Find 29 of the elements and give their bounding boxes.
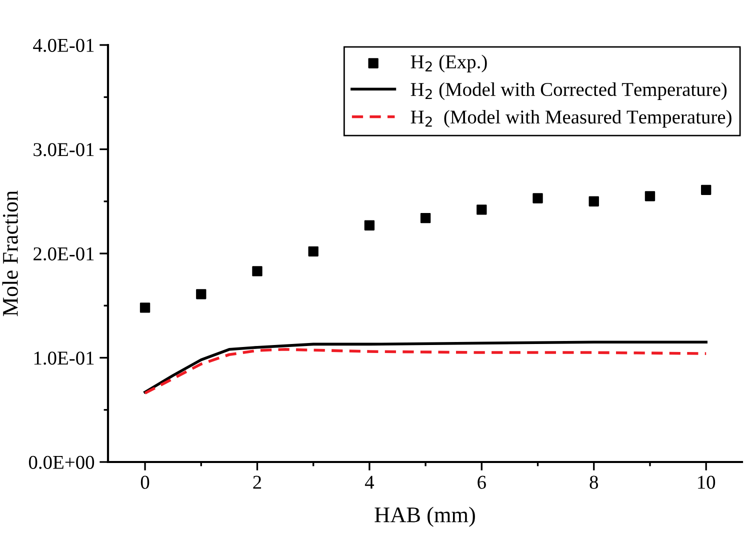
legend-label: H$_{2}$ (Exp.)	[410, 54, 487, 72]
y-tick-label: 1.0E-01	[34, 352, 94, 365]
y-axis-title: Mole Fraction	[2, 190, 18, 316]
point	[532, 193, 543, 204]
point	[701, 184, 712, 195]
point	[476, 204, 487, 215]
x-tick-label: 4	[364, 476, 374, 489]
y-tick-label: 0.0E+00	[28, 456, 94, 470]
point	[252, 266, 262, 276]
point	[644, 191, 656, 202]
point	[420, 212, 431, 224]
line-series	[144, 340, 708, 394]
y-tick-label: 4.0E-01	[33, 38, 94, 52]
legend-label: H$_{2}$ (Model with Measured Temperature)	[410, 110, 732, 128]
point	[196, 289, 206, 300]
x-tick-label: 0	[140, 476, 150, 489]
x-tick-label: 2	[253, 476, 262, 489]
x-tick-label: 10	[698, 476, 716, 489]
legend-label: H$_{2}$ (Model with Corrected Temperature)	[410, 82, 727, 100]
point	[140, 302, 150, 313]
point	[308, 246, 318, 256]
x-tick-label: 6	[478, 476, 486, 489]
point	[364, 220, 375, 230]
y-tick-label: 2.0E-01	[34, 247, 94, 261]
x-axis-title: HAB (mm)	[374, 506, 475, 527]
y-tick-label: 3.0E-01	[34, 143, 94, 156]
point	[588, 196, 599, 206]
x-tick-label: 8	[590, 476, 598, 489]
line-series	[144, 348, 708, 395]
